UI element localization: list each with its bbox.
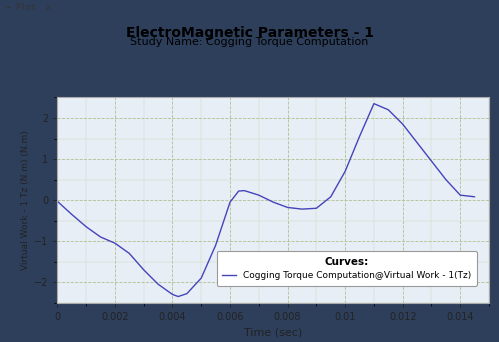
Text: ElectroMagnetic Parameters - 1: ElectroMagnetic Parameters - 1	[126, 26, 373, 40]
X-axis label: Time (sec): Time (sec)	[244, 327, 302, 337]
Legend: Cogging Torque Computation@Virtual Work - 1(Tz): Cogging Torque Computation@Virtual Work …	[217, 251, 477, 286]
Y-axis label: Virtual Work - 1 Tz (N.m) (N.m): Virtual Work - 1 Tz (N.m) (N.m)	[21, 130, 30, 270]
Text: ➔ Plot  x: ➔ Plot x	[6, 3, 51, 12]
Text: Study Name: Cogging Torque Computation: Study Name: Cogging Torque Computation	[130, 37, 369, 47]
